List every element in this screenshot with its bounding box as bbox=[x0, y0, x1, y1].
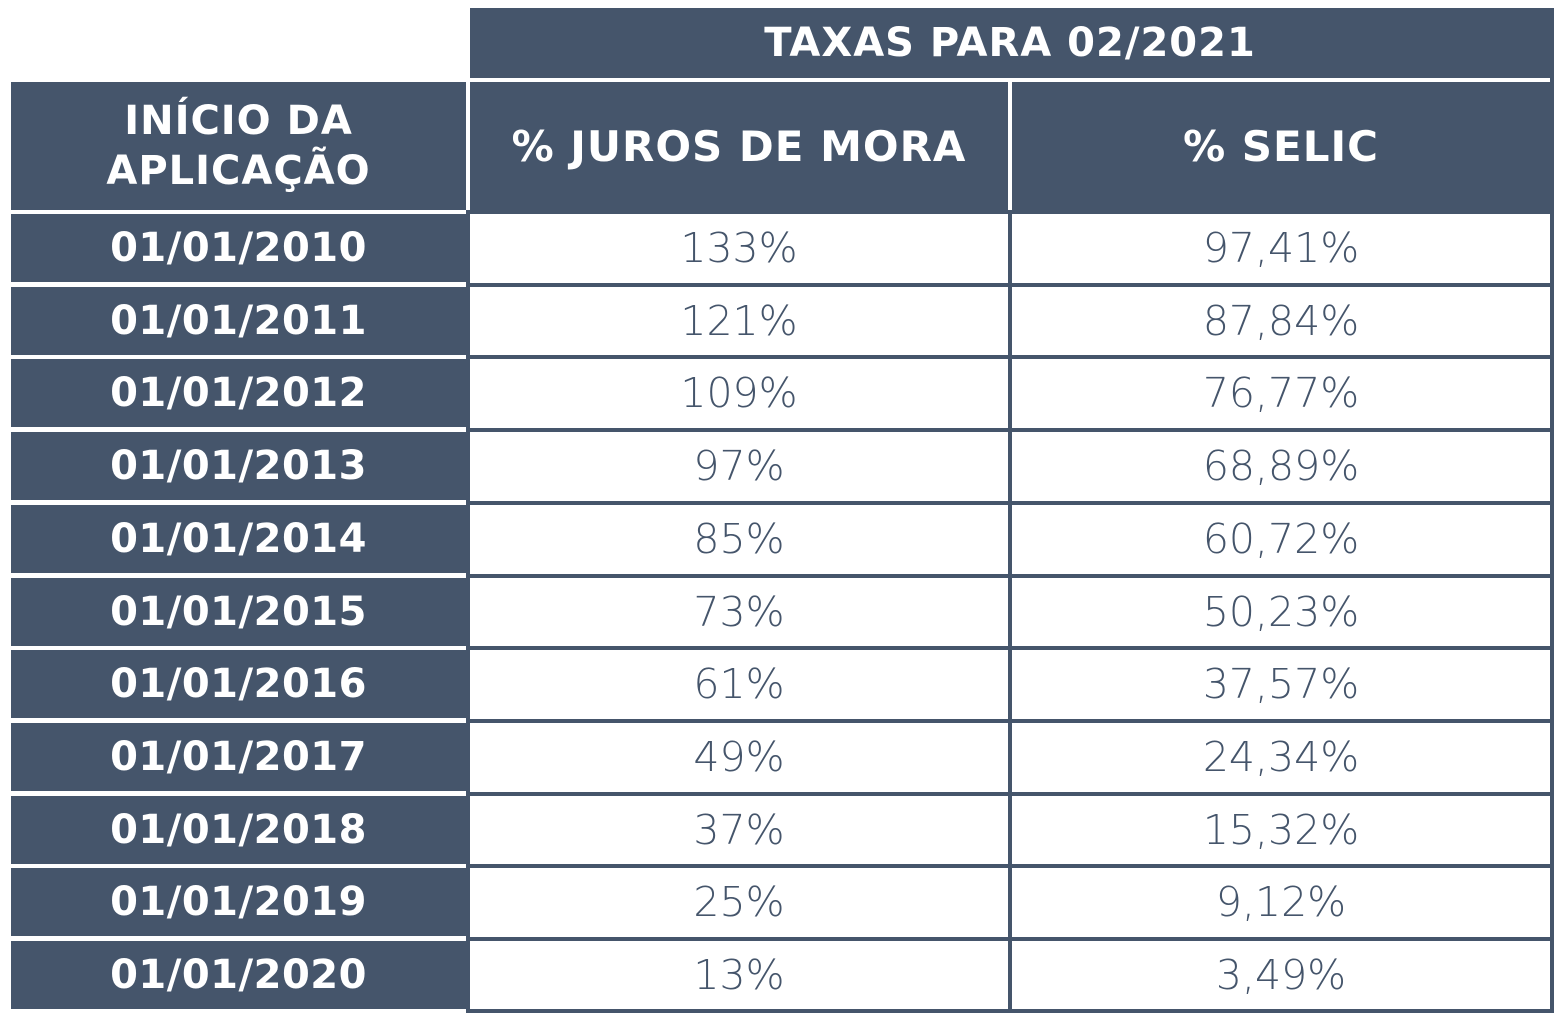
grid-line bbox=[466, 937, 1554, 941]
header-inicio-line2: APLICAÇÃO bbox=[106, 148, 371, 194]
grid-line bbox=[466, 792, 1554, 796]
grid-line bbox=[466, 719, 1554, 723]
cell-date: 01/01/2010 bbox=[11, 214, 466, 282]
cell-date: 01/01/2014 bbox=[11, 505, 466, 573]
grid-line bbox=[1008, 214, 1012, 1013]
grid-line bbox=[466, 283, 1554, 287]
cell-date: 01/01/2018 bbox=[11, 796, 466, 864]
header-juros-label: % JUROS DE MORA bbox=[511, 121, 967, 171]
cell-selic: 15,32% bbox=[1012, 796, 1550, 864]
cell-juros: 109% bbox=[470, 359, 1008, 427]
grid-line bbox=[466, 355, 1554, 359]
grid-line bbox=[466, 501, 1554, 505]
cell-juros: 61% bbox=[470, 650, 1008, 718]
cell-date: 01/01/2013 bbox=[11, 432, 466, 500]
cell-selic: 9,12% bbox=[1012, 868, 1550, 936]
cell-date: 01/01/2015 bbox=[11, 578, 466, 646]
cell-juros: 13% bbox=[470, 941, 1008, 1009]
group-header: TAXAS PARA 02/2021 bbox=[470, 8, 1550, 78]
grid-line bbox=[466, 210, 1554, 214]
cell-selic: 97,41% bbox=[1012, 214, 1550, 282]
cell-date: 01/01/2020 bbox=[11, 941, 466, 1009]
cell-date: 01/01/2016 bbox=[11, 650, 466, 718]
cell-juros: 121% bbox=[470, 287, 1008, 355]
cell-juros: 97% bbox=[470, 432, 1008, 500]
cell-date: 01/01/2017 bbox=[11, 723, 466, 791]
cell-selic: 3,49% bbox=[1012, 941, 1550, 1009]
header-selic-label: % SELIC bbox=[1183, 121, 1379, 171]
grid-line bbox=[1550, 8, 1554, 1013]
cell-date: 01/01/2019 bbox=[11, 868, 466, 936]
cell-selic: 37,57% bbox=[1012, 650, 1550, 718]
cell-juros: 37% bbox=[470, 796, 1008, 864]
grid-line bbox=[466, 864, 1554, 868]
grid-line bbox=[466, 574, 1554, 578]
cell-selic: 60,72% bbox=[1012, 505, 1550, 573]
header-inicio-aplicacao: INÍCIO DA APLICAÇÃO bbox=[11, 82, 466, 210]
group-header-label: TAXAS PARA 02/2021 bbox=[764, 20, 1256, 66]
cell-juros: 133% bbox=[470, 214, 1008, 282]
cell-selic: 87,84% bbox=[1012, 287, 1550, 355]
cell-juros: 85% bbox=[470, 505, 1008, 573]
cell-date: 01/01/2011 bbox=[11, 287, 466, 355]
cell-selic: 68,89% bbox=[1012, 432, 1550, 500]
header-selic: % SELIC bbox=[1012, 82, 1550, 210]
cell-selic: 76,77% bbox=[1012, 359, 1550, 427]
cell-juros: 49% bbox=[470, 723, 1008, 791]
cell-juros: 25% bbox=[470, 868, 1008, 936]
grid-line bbox=[466, 214, 470, 1013]
cell-date: 01/01/2012 bbox=[11, 359, 466, 427]
cell-juros: 73% bbox=[470, 578, 1008, 646]
header-juros-de-mora: % JUROS DE MORA bbox=[470, 82, 1008, 210]
grid-line bbox=[466, 1009, 1554, 1013]
grid-line bbox=[466, 428, 1554, 432]
cell-selic: 50,23% bbox=[1012, 578, 1550, 646]
grid-line bbox=[466, 646, 1554, 650]
cell-selic: 24,34% bbox=[1012, 723, 1550, 791]
header-inicio-line1: INÍCIO DA bbox=[124, 98, 353, 144]
